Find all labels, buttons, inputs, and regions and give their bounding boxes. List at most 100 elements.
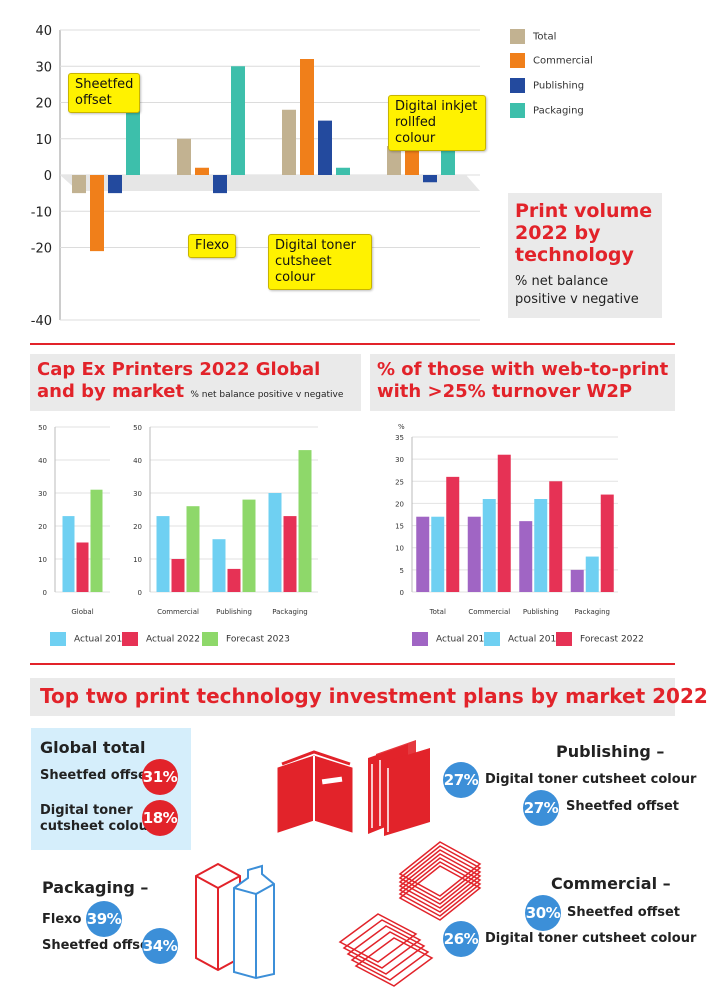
global-total-heading: Global total [40,738,146,757]
capex-x-tick-label: Publishing [216,608,252,616]
chart1-title-box: Print volume 2022 by technology % net ba… [508,193,662,318]
y-tick-label: 20 [35,97,52,112]
legend-swatch-publishing [510,78,525,93]
investment-title-panel: Top two print technology investment plan… [30,678,707,716]
callout-digital-toner: Digital toner cutsheet colour [268,234,372,290]
w2p-bar-actual-2014-publishing [519,521,533,592]
chart3-title-panel: % of those with web-to-print with >25% t… [370,354,675,411]
bar-commercial-sheetfed-offset [90,175,104,252]
publishing-item-2-badge: 27% [523,790,559,826]
capex-y-tick-label: 20 [133,523,142,531]
capex-y-tick-label: 0 [138,589,142,597]
global-item-2-badge: 18% [142,800,178,836]
bar-total-digital-toner-cutsheet-colour [282,109,296,175]
w2p-bar-actual-2014-commercial [467,516,481,592]
capex-x-tick-label: Commercial [157,608,199,616]
legend-packaging: Packaging [510,103,584,118]
callout-flexo: Flexo [188,234,237,258]
capex-y-tick-label: 40 [38,457,47,465]
legend-swatch-actual-2019 [50,632,66,646]
capex-bar-actual-2022-commercial [171,559,185,592]
packaging-item-2-label: Sheetfed offset [42,938,156,953]
legend-swatch-actual-2014 [412,632,428,646]
bar-publishing-digital-inkjet-rollfed-colour [423,175,437,183]
capex-y-tick-label: 20 [38,523,47,531]
w2p-y-tick-label: 0 [400,589,404,597]
y-tick-label: 40 [35,24,52,39]
bar-total-flexo [177,138,191,175]
bar-commercial-digital-toner-cutsheet-colour [300,59,314,175]
y-tick-label: 30 [35,60,52,75]
capex-y-tick-label: 50 [38,424,47,432]
divider-2 [30,663,675,665]
packaging-item-1-label: Flexo [42,912,82,927]
global-item-1-badge: 31% [142,759,178,795]
global-item-2-label: Digital toner cutsheet colour [40,803,155,834]
w2p-bar-actual-2014-packaging [570,569,584,592]
bar-total-digital-inkjet-rollfed-colour [387,146,401,175]
capex-bar-forecast-2023-commercial [186,506,200,592]
capex-chart: 0 10 20 30 40 50 Global 0 10 20 30 40 50 Commercial Pu… [38,424,318,616]
w2p-y-tick-label: 10 [395,545,404,553]
bar-publishing-sheetfed-offset [108,175,122,194]
bar-packaging-sheetfed-offset [126,109,140,175]
legend-swatch-packaging [510,103,525,118]
chart1-subtitle: % net balance positive v negative [515,274,639,307]
chart1-title: Print volume 2022 by technology [515,200,653,266]
w2p-bar-actual-2019-total [431,516,445,592]
w2p-y-tick-label: 20 [395,500,404,508]
callout-sheetfed-offset: Sheetfed offset [68,73,140,113]
legend-forecast-2023: Forecast 2023 [202,632,290,646]
capex-bar-actual-2022-publishing [227,568,241,592]
w2p-bar-forecast-2022-packaging [600,494,614,592]
legend-total: Total [510,29,556,44]
legend-swatch-forecast-2023 [202,632,218,646]
legend-swatch-actual-2019-w2p [484,632,500,646]
bar-total-sheetfed-offset [72,175,86,194]
w2p-y-tick-label: 5 [400,567,404,575]
capex-y-tick-label: 50 [133,424,142,432]
chart2-title: Cap Ex Printers 2022 Global and by marke… [37,359,344,402]
w2p-bar-forecast-2022-commercial [497,454,511,592]
publishing-item-1-label: Digital toner cutsheet colour [485,772,697,787]
capex-bar-forecast-2023-packaging [298,450,312,592]
capex-x-tick-label: Packaging [272,608,308,616]
global-item-1-label: Sheetfed offset [40,768,154,783]
commercial-item-2-badge: 26% [443,921,479,957]
w2p-y-tick-label: 25 [395,478,404,486]
zero-floor [60,175,480,191]
w2p-x-tick-label: Publishing [523,608,559,616]
capex-x-tick-label: Global [71,608,93,616]
legend-actual-2019: Actual 2019 [50,632,128,646]
w2p-x-tick-label: Packaging [574,608,610,616]
packaging-item-2-badge: 34% [142,928,178,964]
bar-publishing-flexo [213,175,227,194]
commercial-heading: Commercial – [551,874,671,893]
capex-bar-actual-2019-packaging [268,493,282,592]
legend-actual-2022: Actual 2022 [122,632,200,646]
legend-commercial: Commercial [510,53,593,68]
publishing-item-2-label: Sheetfed offset [566,799,680,814]
web-to-print-chart: 0 5 10 15 20 25 30 35% Total Commercial Publishing… [395,423,618,616]
w2p-y-tick-label: 30 [395,456,404,464]
w2p-y-tick-label: 35 [395,434,404,442]
w2p-y-tick-label: 15 [395,523,404,531]
commercial-item-1-badge: 30% [525,895,561,931]
divider-1 [30,343,675,345]
w2p-bar-actual-2019-packaging [585,556,599,592]
capex-bar-actual-2019-commercial [156,516,170,592]
callout-digital-inkjet: Digital inkjet rollfed colour [388,95,486,151]
capex-bar-actual-2019-global [62,516,75,592]
publishing-heading: Publishing – [556,742,665,761]
capex-y-tick-label: 30 [133,490,142,498]
y-tick-label: -40 [31,314,52,329]
y-tick-label: 10 [35,133,52,148]
capex-y-tick-label: 10 [133,556,142,564]
y-tick-label: -20 [31,242,52,257]
cartons-illustration [195,862,275,980]
paper-stack-illustration [338,841,482,987]
w2p-bar-forecast-2022-total [446,476,460,592]
legend-swatch-total [510,29,525,44]
packaging-heading: Packaging – [42,878,149,897]
capex-bar-actual-2022-global [76,542,89,592]
